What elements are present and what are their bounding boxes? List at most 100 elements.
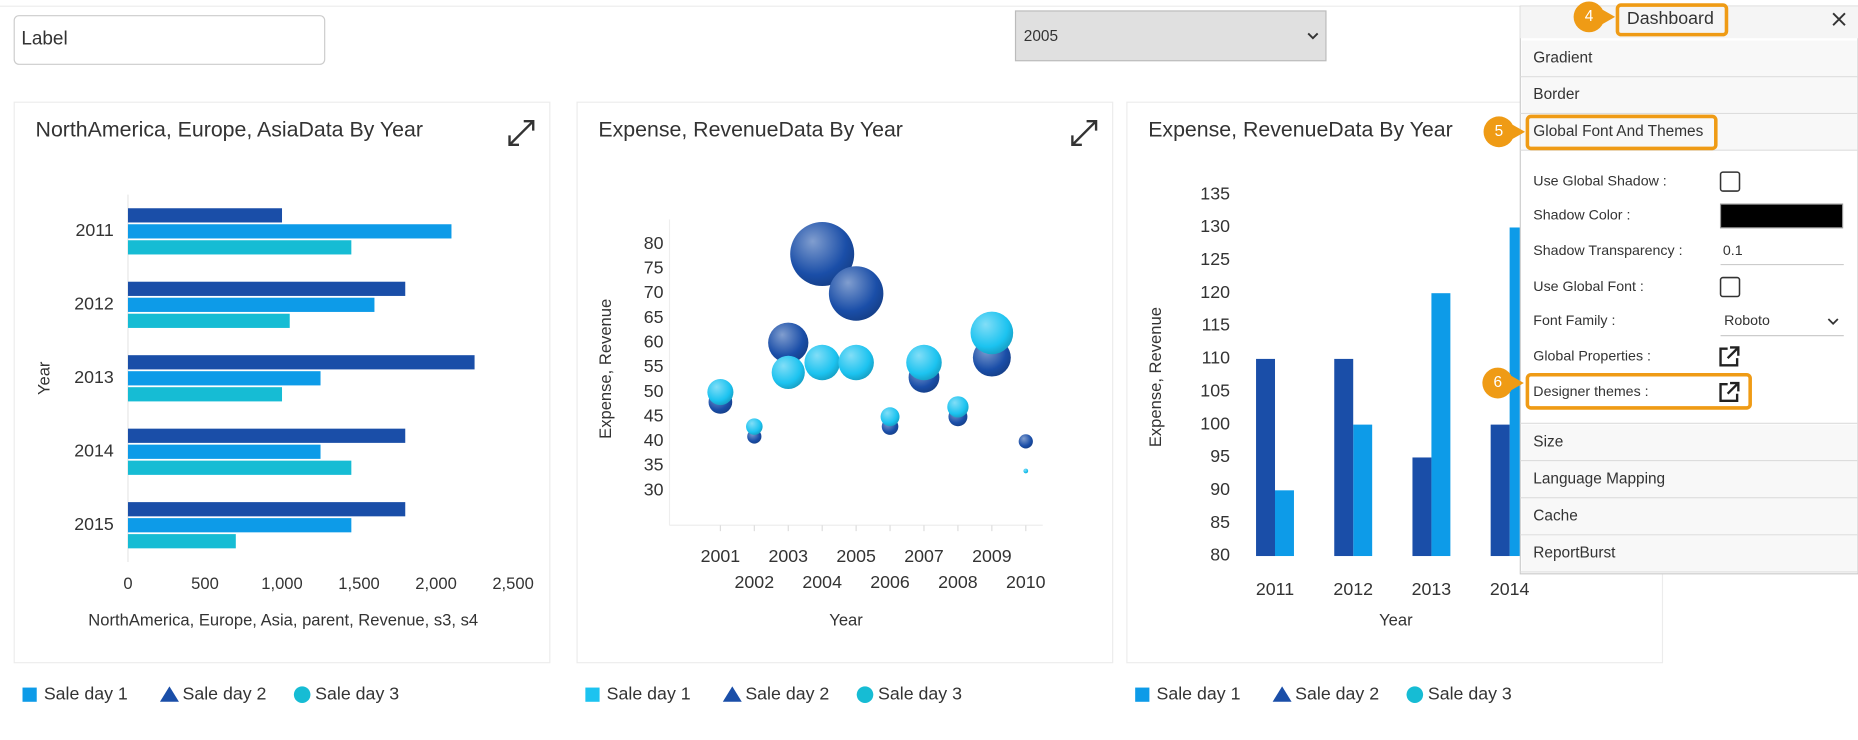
section-header[interactable]	[1521, 461, 1857, 498]
x-tick-label: 2001	[701, 546, 741, 566]
chart-title: Expense, RevenueData By Year	[598, 117, 903, 141]
x-tick-label: 2005	[836, 546, 876, 566]
legend-marker	[1272, 686, 1292, 702]
bar	[127, 387, 283, 402]
bar	[127, 355, 475, 370]
legend-label[interactable]: Sale day 2	[182, 683, 266, 703]
color-swatch[interactable]	[1719, 203, 1844, 229]
field-value[interactable]: Roboto	[1724, 313, 1770, 329]
section-title[interactable]: Language Mapping	[1533, 470, 1665, 487]
section-title[interactable]: Border	[1533, 86, 1579, 103]
badge	[1573, 1, 1605, 33]
select-chevron[interactable]	[1827, 318, 1839, 326]
bubble	[970, 311, 1014, 355]
y-tick-label: 85	[1210, 512, 1230, 532]
y-tick-label: 80	[644, 233, 664, 253]
link-icon[interactable]	[1719, 346, 1740, 367]
legend-label[interactable]: Sale day 3	[878, 683, 962, 703]
checkbox[interactable]	[1719, 171, 1741, 192]
select-box[interactable]	[1014, 10, 1327, 62]
section-header[interactable]	[1521, 40, 1857, 77]
select-chevron[interactable]	[1307, 32, 1319, 40]
link-icon[interactable]	[1719, 381, 1740, 402]
x-tick-label: 2,000	[415, 574, 457, 593]
bar	[1275, 490, 1294, 557]
x-tick-label: 2010	[1006, 572, 1046, 592]
section-title[interactable]: Cache	[1533, 508, 1577, 525]
legend-marker	[293, 686, 311, 703]
section-header[interactable]	[1521, 424, 1857, 461]
x-tick-label: 2009	[972, 546, 1012, 566]
legend-label[interactable]: Sale day 2	[1295, 683, 1379, 703]
section-title[interactable]: Gradient	[1533, 49, 1593, 66]
year-select[interactable]: 2005	[1014, 10, 1327, 62]
section-header[interactable]	[1521, 114, 1857, 150]
x-tick-label: 1,500	[338, 574, 380, 593]
legend-marker	[22, 687, 37, 702]
field-label: Shadow Color :	[1533, 208, 1630, 224]
legend-label[interactable]: Sale day 2	[745, 683, 829, 703]
settings-panel: Dashboard 4 Gradient Border Global Font And …	[1482, 1, 1858, 575]
x-tick-label: 2012	[1333, 579, 1373, 599]
chart-card	[576, 101, 1114, 664]
bar	[127, 281, 406, 296]
y-tick-label: 75	[644, 258, 664, 278]
y-tick-label: 30	[644, 479, 664, 499]
section-title[interactable]: ReportBurst	[1533, 545, 1616, 562]
bar	[127, 371, 321, 386]
expand-icon[interactable]	[1071, 119, 1098, 147]
y-tick-label: 115	[1202, 315, 1230, 335]
y-tick-label: 45	[644, 405, 664, 425]
legend-label[interactable]: Sale day 3	[1428, 683, 1512, 703]
y-tick-label: 60	[644, 331, 664, 351]
input-box[interactable]	[13, 15, 326, 65]
y-tick-label: 120	[1200, 282, 1230, 302]
bubble	[1023, 468, 1029, 474]
x-axis-label: Year	[829, 611, 863, 630]
select-text[interactable]: 2005	[1024, 28, 1058, 45]
x-tick-label: 2008	[938, 572, 978, 592]
input-text[interactable]: Label	[21, 28, 67, 49]
expand-icon[interactable]	[508, 119, 535, 147]
section-header[interactable]	[1521, 498, 1857, 535]
legend-label[interactable]: Sale day 1	[607, 683, 691, 703]
y-tick-label: 40	[644, 430, 664, 450]
bubble	[947, 396, 969, 418]
section-header[interactable]	[1521, 77, 1857, 113]
field-label: Designer themes :	[1533, 384, 1648, 400]
section-title[interactable]: Size	[1533, 433, 1563, 450]
bubble	[771, 355, 805, 389]
x-tick-label: 2,500	[492, 574, 534, 593]
checkbox[interactable]	[1719, 276, 1741, 298]
legend-label[interactable]: Sale day 1	[44, 683, 128, 703]
bubble	[707, 379, 734, 406]
legend-label[interactable]: Sale day 1	[1157, 683, 1241, 703]
highlight-box	[1525, 372, 1752, 410]
x-tick-label: 2003	[768, 546, 808, 566]
bubble	[906, 344, 942, 381]
y-axis-label: Year	[34, 361, 53, 395]
x-tick-label: 2002	[735, 572, 775, 592]
chart-title: NorthAmerica, Europe, AsiaData By Year	[36, 117, 423, 141]
highlight-box	[1615, 3, 1729, 37]
bubble	[804, 344, 840, 381]
close-icon[interactable]	[1832, 12, 1846, 26]
bubble	[838, 344, 874, 381]
legend-label[interactable]: Sale day 3	[315, 683, 399, 703]
bar	[127, 518, 352, 533]
bar	[127, 534, 236, 549]
badge-number: 4	[1585, 8, 1594, 25]
bar	[127, 208, 283, 223]
x-tick-label: 2007	[904, 546, 944, 566]
charts: NorthAmerica, Europe, AsiaData By Year Ye…	[13, 101, 1664, 703]
x-tick-label: 2004	[802, 572, 842, 592]
y-tick-label: 90	[1210, 479, 1230, 499]
bubble	[768, 322, 809, 363]
y-tick-label: 50	[644, 381, 664, 401]
section-header[interactable]	[1521, 535, 1857, 572]
y-tick-label: 2015	[74, 514, 114, 534]
label-input[interactable]: Label	[13, 15, 326, 65]
field-label: Global Properties :	[1533, 349, 1651, 365]
field-value[interactable]: 0.1	[1723, 243, 1743, 259]
section-title[interactable]: Global Font And Themes	[1533, 123, 1703, 140]
